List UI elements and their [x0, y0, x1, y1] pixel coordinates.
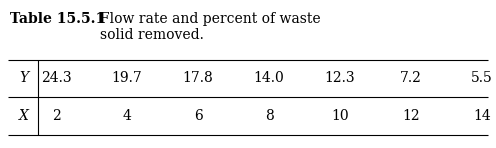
- Text: 5.5: 5.5: [471, 71, 493, 86]
- Text: 17.8: 17.8: [183, 71, 213, 86]
- Text: 6: 6: [193, 109, 202, 123]
- Text: Flow rate and percent of waste
solid removed.: Flow rate and percent of waste solid rem…: [100, 12, 320, 42]
- Text: 19.7: 19.7: [112, 71, 142, 86]
- Text: 2: 2: [52, 109, 61, 123]
- Text: X: X: [19, 109, 29, 123]
- Text: 12: 12: [402, 109, 420, 123]
- Text: 12.3: 12.3: [325, 71, 355, 86]
- Text: Y: Y: [19, 71, 29, 86]
- Text: 4: 4: [123, 109, 131, 123]
- Text: 10: 10: [331, 109, 349, 123]
- Text: 14.0: 14.0: [253, 71, 284, 86]
- Text: Table 15.5.1: Table 15.5.1: [10, 12, 105, 26]
- Text: 14: 14: [473, 109, 491, 123]
- Text: 24.3: 24.3: [41, 71, 71, 86]
- Text: 8: 8: [265, 109, 273, 123]
- Text: 7.2: 7.2: [400, 71, 422, 86]
